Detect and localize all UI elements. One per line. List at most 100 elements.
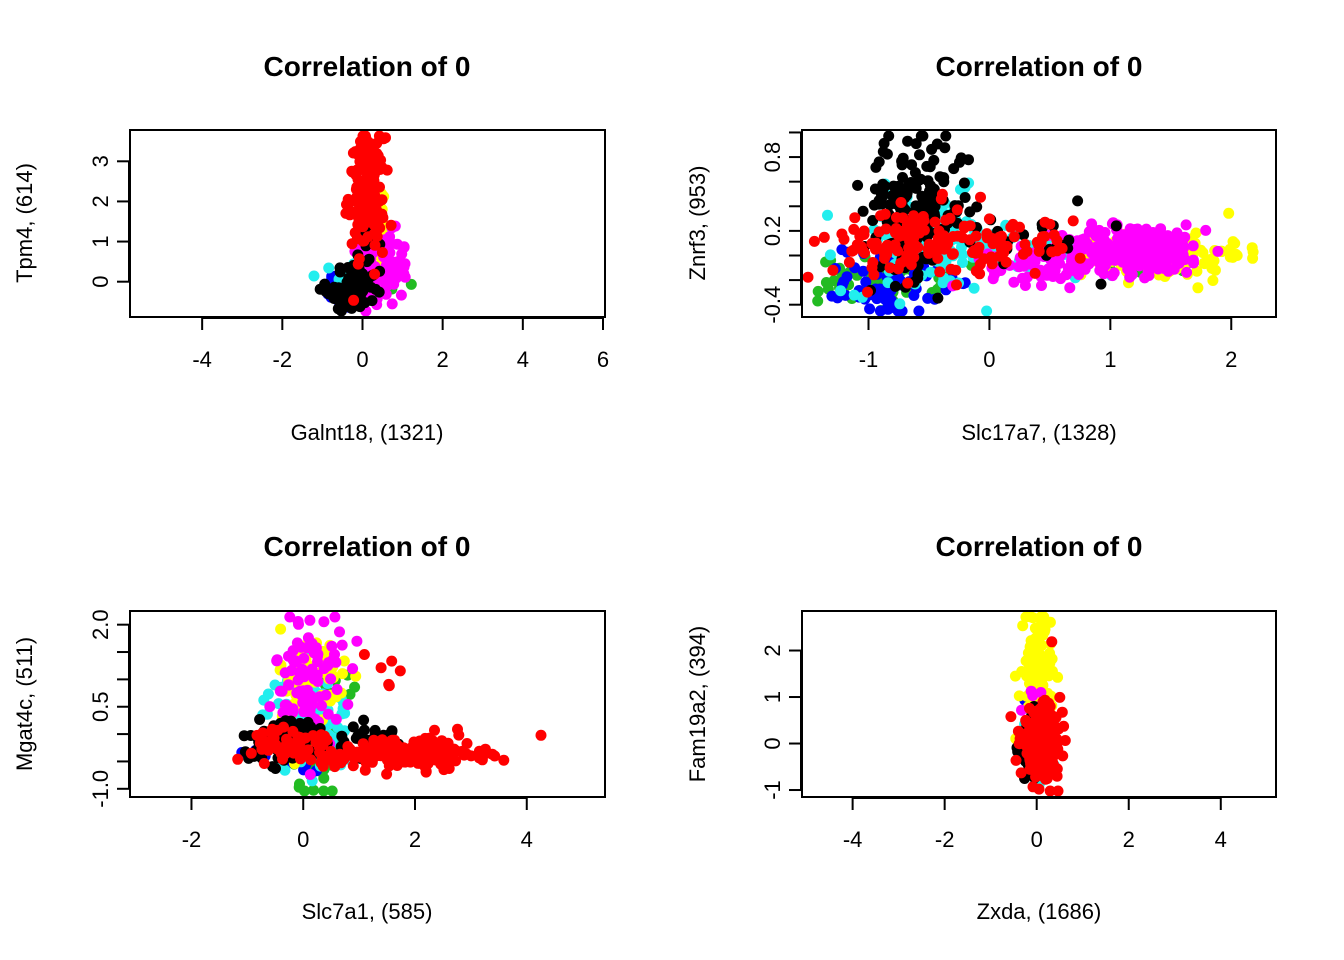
data-point-red [315,729,327,741]
data-points [232,611,547,797]
data-point-yellow [1230,248,1242,260]
data-point-black [852,179,864,191]
data-point-blue [908,290,920,301]
data-point-magenta [287,703,299,715]
chart-title: Correlation of 0 [936,51,1143,82]
data-point-black [335,293,347,305]
data-point-red [367,172,379,184]
data-point-blue [860,276,872,288]
data-point-magenta [289,655,301,667]
data-point-red [352,258,364,270]
scatter-panel-slc17a7-znrf3: Correlation of 0 Slc17a7, (1328) Znrf3, … [685,51,1277,445]
x-tick-label: 2 [437,347,449,372]
data-point-cyan [956,249,968,261]
data-point-red [258,758,270,769]
data-point-yellow [1038,611,1050,623]
data-point-blue [826,290,838,302]
data-point-magenta [336,639,348,651]
data-point-yellow [1033,677,1045,688]
y-tick-label: -0.4 [760,286,785,324]
data-point-red [375,662,387,674]
data-point-magenta [1165,232,1177,243]
data-point-magenta [1212,245,1224,257]
data-point-red [348,294,360,306]
data-point-magenta [1179,231,1191,243]
x-tick-label: -4 [843,827,863,852]
data-point-red [905,259,917,271]
data-point-red [380,132,391,144]
data-point-black [876,189,887,200]
data-point-red [369,239,381,251]
data-point-red [827,264,839,276]
data-point-black [878,137,890,149]
data-point-magenta [398,261,410,273]
x-tick-label: 0 [356,347,368,372]
data-point-red [317,760,329,772]
data-point-black [1063,234,1075,246]
x-tick-label: -2 [182,827,202,852]
y-tick-label: 0.2 [760,216,785,247]
data-point-black [357,268,369,280]
data-point-magenta [388,272,400,284]
x-tick-label: -2 [935,827,955,852]
data-point-magenta [1095,258,1107,270]
data-point-red [232,753,244,765]
data-point-red [352,148,363,160]
data-point-red [450,755,462,767]
data-point-magenta [1130,242,1142,254]
data-point-magenta [1080,240,1092,252]
data-point-red [385,219,397,231]
data-point-red [970,230,982,242]
data-point-red [360,151,372,163]
data-point-black [347,721,359,733]
data-point-red [394,665,406,677]
data-point-red [1047,757,1059,769]
data-point-red [895,197,907,208]
data-point-magenta [331,684,343,695]
data-point-black [897,187,909,199]
data-point-red [429,724,440,736]
data-point-blue [864,303,876,315]
x-tick-label: -2 [273,347,293,372]
data-points [1005,611,1071,797]
x-axis-label: Zxda, (1686) [977,899,1102,924]
y-tick-label: 2 [88,195,113,207]
data-point-green [326,785,338,797]
data-point-red [300,748,312,759]
data-point-black [889,280,901,292]
data-point-cyan [323,262,335,274]
data-point-red [934,266,946,278]
data-point-cyan [835,285,847,297]
data-point-red [245,747,257,759]
data-point-black [336,283,348,295]
data-point-yellow [1247,252,1259,264]
data-point-black [370,283,382,295]
data-point-magenta [302,632,314,644]
data-point-red [946,248,958,260]
data-point-magenta [334,626,345,638]
data-point-magenta [264,701,276,713]
data-point-red [868,269,880,281]
data-point-black [345,280,357,292]
data-point-red [888,241,900,253]
data-point-magenta [271,654,283,666]
data-point-red [929,216,941,228]
data-point-magenta [1187,240,1199,252]
data-point-red [498,754,510,766]
data-point-red [292,731,304,743]
y-tick-label: -1 [760,780,785,800]
data-point-red [1010,754,1022,766]
data-point-red [951,204,963,216]
data-point-red [385,735,397,747]
data-point-red [973,241,985,253]
data-point-black [335,305,347,317]
data-point-black [254,714,266,725]
data-point-magenta [1108,267,1120,279]
data-point-red [1043,766,1055,778]
data-point-magenta [316,700,327,712]
data-point-red [1015,767,1027,779]
y-tick-label: 1 [760,691,785,703]
data-point-yellow [1025,611,1037,623]
data-point-red [1027,725,1038,737]
data-point-yellow [1033,626,1044,638]
